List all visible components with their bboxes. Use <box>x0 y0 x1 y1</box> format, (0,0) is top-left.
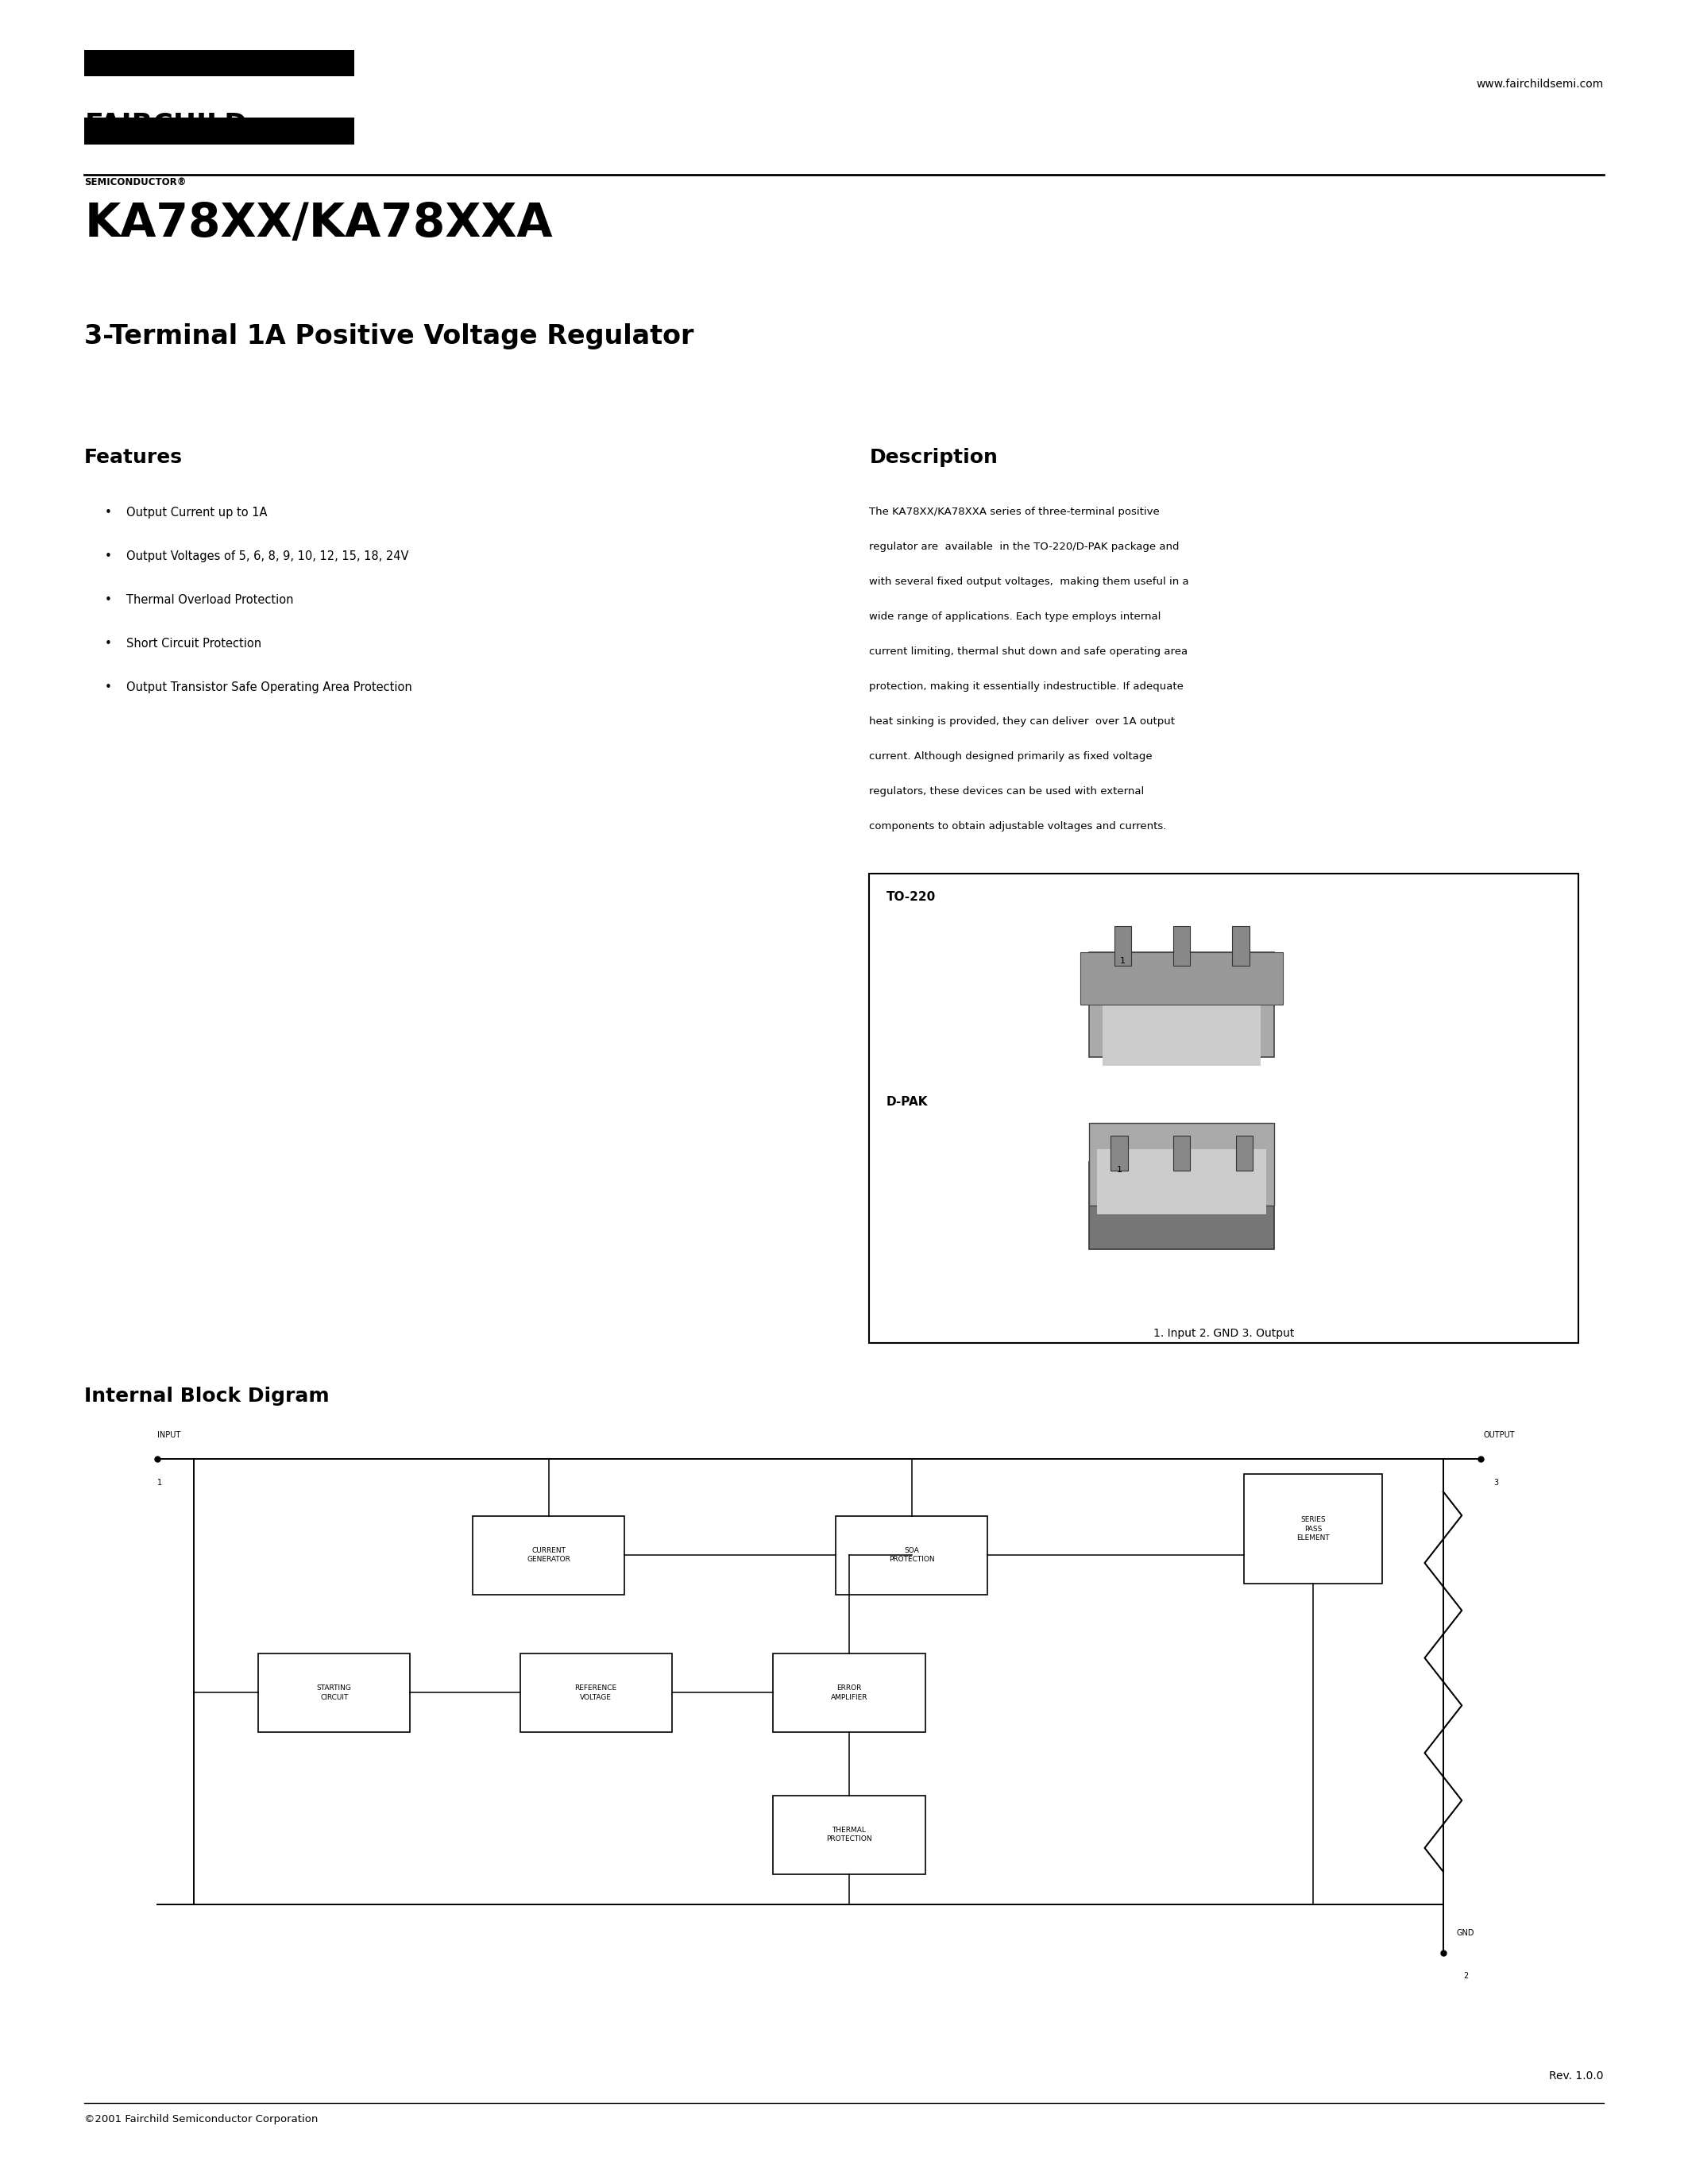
Text: •: • <box>105 507 111 518</box>
Text: components to obtain adjustable voltages and currents.: components to obtain adjustable voltages… <box>869 821 1166 832</box>
Bar <box>1173 1136 1190 1171</box>
Text: FAIRCHILD: FAIRCHILD <box>84 111 248 138</box>
Text: protection, making it essentially indestructible. If adequate: protection, making it essentially indest… <box>869 681 1183 692</box>
Text: current. Although designed primarily as fixed voltage: current. Although designed primarily as … <box>869 751 1153 762</box>
Text: 3: 3 <box>1494 1479 1499 1487</box>
Text: REFERENCE
VOLTAGE: REFERENCE VOLTAGE <box>574 1684 618 1701</box>
Bar <box>1232 926 1249 965</box>
Bar <box>1244 1474 1382 1583</box>
Text: •: • <box>105 550 111 561</box>
Text: wide range of applications. Each type employs internal: wide range of applications. Each type em… <box>869 612 1161 622</box>
Bar <box>1097 1149 1266 1214</box>
Text: OUTPUT: OUTPUT <box>1484 1431 1516 1439</box>
Text: •: • <box>105 594 111 605</box>
Bar <box>1102 987 1261 1066</box>
Text: current limiting, thermal shut down and safe operating area: current limiting, thermal shut down and … <box>869 646 1188 657</box>
Text: SEMICONDUCTOR®: SEMICONDUCTOR® <box>84 177 186 188</box>
Bar <box>1089 952 1274 1057</box>
Bar <box>1236 1136 1252 1171</box>
Bar <box>1089 1162 1274 1249</box>
Text: heat sinking is provided, they can deliver  over 1A output: heat sinking is provided, they can deliv… <box>869 716 1175 727</box>
Bar <box>84 50 354 76</box>
Bar <box>1080 952 1283 1005</box>
Text: 1: 1 <box>1116 1166 1123 1175</box>
Text: •: • <box>105 638 111 649</box>
Text: SOA
PROTECTION: SOA PROTECTION <box>888 1546 935 1564</box>
Text: with several fixed output voltages,  making them useful in a: with several fixed output voltages, maki… <box>869 577 1188 587</box>
Bar <box>520 1653 672 1732</box>
Bar <box>1089 1123 1274 1206</box>
Text: GND: GND <box>1457 1928 1475 1937</box>
Bar <box>773 1795 925 1874</box>
Text: Output Transistor Safe Operating Area Protection: Output Transistor Safe Operating Area Pr… <box>127 681 412 692</box>
Bar <box>84 118 354 144</box>
Text: 2: 2 <box>1463 1972 1469 1981</box>
Bar <box>1114 926 1131 965</box>
Text: Rev. 1.0.0: Rev. 1.0.0 <box>1550 2070 1604 2081</box>
Text: regulator are  available  in the TO-220/D-PAK package and: regulator are available in the TO-220/D-… <box>869 542 1180 553</box>
Text: SERIES
PASS
ELEMENT: SERIES PASS ELEMENT <box>1296 1516 1330 1542</box>
Text: 3-Terminal 1A Positive Voltage Regulator: 3-Terminal 1A Positive Voltage Regulator <box>84 323 694 349</box>
Text: •: • <box>105 681 111 692</box>
Text: Internal Block Digram: Internal Block Digram <box>84 1387 329 1406</box>
Text: INPUT: INPUT <box>157 1431 181 1439</box>
Bar <box>1111 1136 1128 1171</box>
Text: STARTING
CIRCUIT: STARTING CIRCUIT <box>317 1684 351 1701</box>
Text: ©2001 Fairchild Semiconductor Corporation: ©2001 Fairchild Semiconductor Corporatio… <box>84 2114 319 2125</box>
Text: Thermal Overload Protection: Thermal Overload Protection <box>127 594 294 605</box>
Text: Short Circuit Protection: Short Circuit Protection <box>127 638 262 649</box>
Text: CURRENT
GENERATOR: CURRENT GENERATOR <box>527 1546 571 1564</box>
Text: KA78XX/KA78XXA: KA78XX/KA78XXA <box>84 201 552 247</box>
Text: THERMAL
PROTECTION: THERMAL PROTECTION <box>825 1826 873 1843</box>
Text: 1. Input 2. GND 3. Output: 1. Input 2. GND 3. Output <box>1153 1328 1295 1339</box>
Text: ERROR
AMPLIFIER: ERROR AMPLIFIER <box>830 1684 868 1701</box>
Bar <box>773 1653 925 1732</box>
Text: The KA78XX/KA78XXA series of three-terminal positive: The KA78XX/KA78XXA series of three-termi… <box>869 507 1160 518</box>
Text: 1: 1 <box>1119 957 1126 965</box>
Bar <box>258 1653 410 1732</box>
Bar <box>869 874 1578 1343</box>
Text: Output Voltages of 5, 6, 8, 9, 10, 12, 15, 18, 24V: Output Voltages of 5, 6, 8, 9, 10, 12, 1… <box>127 550 408 561</box>
Text: Description: Description <box>869 448 998 467</box>
Text: regulators, these devices can be used with external: regulators, these devices can be used wi… <box>869 786 1144 797</box>
Text: Output Current up to 1A: Output Current up to 1A <box>127 507 268 518</box>
Bar <box>473 1516 625 1594</box>
Bar <box>1173 926 1190 965</box>
Text: 1: 1 <box>157 1479 162 1487</box>
Bar <box>836 1516 987 1594</box>
Text: TO-220: TO-220 <box>886 891 935 902</box>
Text: Features: Features <box>84 448 182 467</box>
Text: www.fairchildsemi.com: www.fairchildsemi.com <box>1477 79 1604 90</box>
Text: D-PAK: D-PAK <box>886 1096 928 1107</box>
